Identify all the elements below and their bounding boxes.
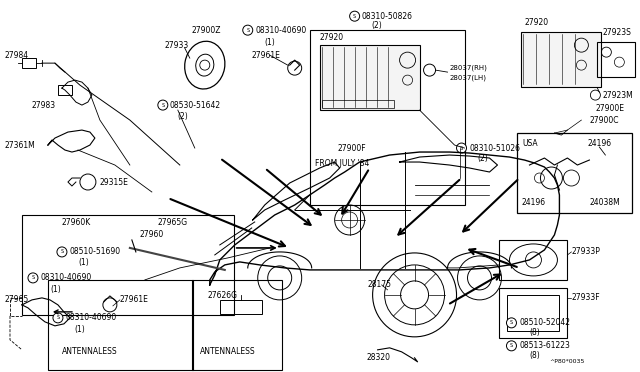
Text: 28320: 28320 [367,353,390,362]
Text: 27960: 27960 [140,230,164,240]
Text: FROM JULY '84: FROM JULY '84 [315,158,369,167]
Text: 27933F: 27933F [572,294,600,302]
Circle shape [349,11,360,21]
Bar [499,288,568,338]
Text: S: S [60,250,63,254]
Text: 28037(LH): 28037(LH) [449,75,486,81]
Text: 24196: 24196 [522,199,545,208]
Text: 27933: 27933 [165,41,189,49]
Text: 28037(RH): 28037(RH) [449,65,488,71]
Text: 27965: 27965 [5,295,29,304]
Text: (2): (2) [372,21,382,30]
Text: (1): (1) [74,326,84,334]
Text: (1): (1) [78,259,89,267]
Text: 27933P: 27933P [572,247,600,256]
Circle shape [53,313,63,323]
Text: (2): (2) [477,154,488,163]
Bar [22,58,36,68]
Circle shape [506,341,516,351]
Text: 27961E: 27961E [120,295,148,304]
Text: 27923S: 27923S [602,28,631,37]
Text: 27920: 27920 [524,17,548,27]
Text: (1): (1) [50,285,61,294]
Bar [508,295,559,331]
Text: 27900C: 27900C [589,116,619,125]
Circle shape [28,273,38,283]
Text: 27961E: 27961E [252,51,280,60]
Bar [597,42,636,77]
Text: ANTENNALESS: ANTENNALESS [200,347,255,356]
Text: 08310-40690: 08310-40690 [66,313,117,323]
Bar [310,30,465,205]
Text: 08510-52042: 08510-52042 [520,318,570,327]
Text: ^P80*0035: ^P80*0035 [549,359,585,364]
Text: 29315E: 29315E [100,177,129,186]
Text: S: S [31,275,35,280]
Text: S: S [353,14,356,19]
Text: 27900E: 27900E [595,103,625,113]
Bar [192,280,282,370]
Text: 08310-51026: 08310-51026 [470,144,520,153]
Circle shape [456,143,467,153]
Text: 08530-51642: 08530-51642 [170,100,221,110]
Text: 27984: 27984 [5,51,29,60]
Text: S: S [246,28,250,33]
Circle shape [243,25,253,35]
Bar [220,300,262,314]
Bar [22,215,234,315]
Text: 28175: 28175 [367,280,392,289]
Text: 27923M: 27923M [602,91,633,100]
Text: S: S [460,145,463,151]
Bar [518,133,632,213]
Text: 08310-50826: 08310-50826 [362,12,413,21]
Text: 27626G: 27626G [208,291,238,300]
Bar [58,85,72,95]
Text: (1): (1) [265,38,275,46]
Text: 27920: 27920 [319,33,344,42]
Text: 08310-40690: 08310-40690 [41,273,92,282]
Circle shape [158,100,168,110]
Text: S: S [510,320,513,326]
Text: 27965G: 27965G [158,218,188,227]
Text: (8): (8) [529,328,540,337]
Text: (2): (2) [178,112,189,121]
Bar [48,280,193,370]
Bar [499,240,568,280]
Text: S: S [510,343,513,348]
Text: 27900F: 27900F [338,144,366,153]
Text: ANTENNALESS: ANTENNALESS [62,347,118,356]
Text: 24196: 24196 [588,138,611,148]
Bar [322,100,394,108]
Text: 27900Z: 27900Z [192,26,221,35]
Text: 24038M: 24038M [589,199,620,208]
Text: 27361M: 27361M [5,141,36,150]
Circle shape [506,318,516,328]
Circle shape [57,247,67,257]
Text: 27983: 27983 [32,100,56,110]
Bar [522,32,602,87]
Text: 08513-61223: 08513-61223 [520,341,570,350]
Text: 08310-40690: 08310-40690 [256,26,307,35]
Bar [319,45,420,110]
Text: S: S [56,315,60,320]
Text: S: S [161,103,164,108]
Text: 08510-51690: 08510-51690 [70,247,121,256]
Text: (8): (8) [529,351,540,360]
Text: USA: USA [522,138,538,148]
Text: 27960K: 27960K [62,218,91,227]
